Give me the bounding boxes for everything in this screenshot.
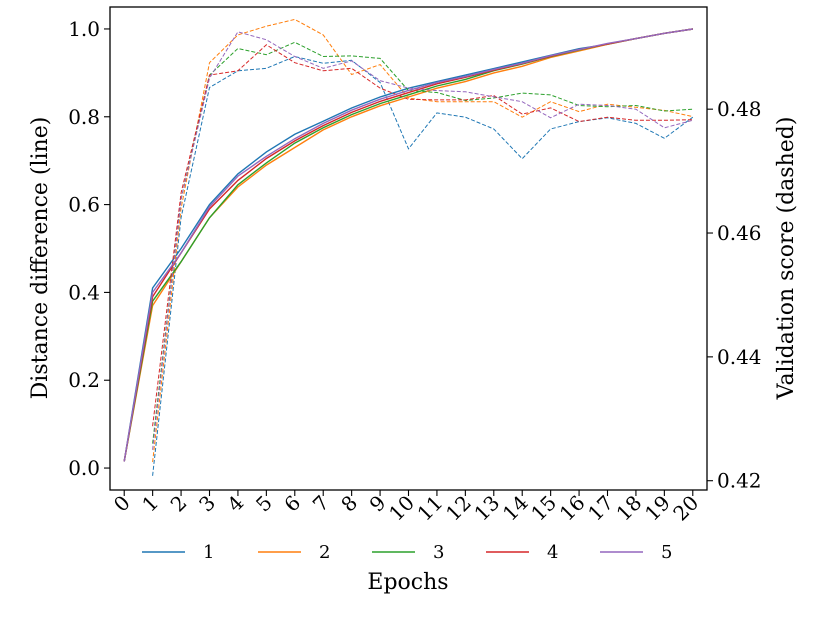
x-tick-label: 8: [336, 491, 362, 517]
x-tick-label: 1: [137, 491, 163, 517]
y-left-tick-label: 1.0: [68, 17, 100, 41]
axes-layer: [109, 6, 708, 491]
y-left-tick-label: 0.0: [68, 456, 100, 480]
series-3-distance-line: [123, 28, 693, 462]
y-left-tick-label: 0.6: [68, 193, 100, 217]
x-tick-label: 0: [109, 491, 135, 517]
x-axis-label: Epochs: [367, 570, 448, 595]
series-5-validation-dashed-line: [152, 31, 693, 450]
x-tick-label: 20: [668, 491, 703, 526]
series-1-validation-dashed-line: [152, 55, 694, 476]
x-tick-label: 3: [194, 491, 220, 517]
x-tick-label: 2: [166, 491, 192, 517]
x-tick-label: 9: [365, 491, 391, 517]
y-right-tick-label: 0.42: [717, 469, 762, 493]
series-5-distance-line: [123, 28, 693, 462]
y-axis-right-label: Validation score (dashed): [774, 117, 799, 401]
y-axis-left-label: Distance difference (line): [28, 117, 53, 400]
y-right-tick-label: 0.48: [717, 97, 762, 121]
y-right-tick-label: 0.44: [717, 345, 762, 369]
x-tick-label: 4: [222, 491, 248, 517]
x-tick-label: 5: [251, 491, 277, 517]
y-left-tick-label: 0.4: [68, 280, 100, 304]
series-1-distance-line: [123, 28, 693, 462]
legend-label-2: 2: [319, 542, 330, 563]
legend-label-1: 1: [203, 542, 214, 563]
y-left-tick-label: 0.8: [68, 105, 100, 129]
series-2-distance-line: [123, 28, 693, 462]
series-4-validation-dashed-line: [152, 44, 693, 427]
legend-label-5: 5: [661, 542, 672, 563]
y-right-tick-label: 0.46: [717, 221, 762, 245]
series-4-distance-line: [123, 28, 693, 462]
y-left-tick-label: 0.2: [68, 368, 100, 392]
legend: 1 2 3 4 5: [142, 542, 672, 563]
legend-label-4: 4: [547, 542, 558, 563]
x-tick-label: 7: [308, 491, 334, 517]
legend-label-3: 3: [433, 542, 444, 563]
series-layer: [123, 18, 694, 476]
x-tick-label: 6: [279, 491, 305, 517]
series-3-validation-dashed-line: [152, 41, 693, 444]
plot-frame: [109, 6, 708, 491]
